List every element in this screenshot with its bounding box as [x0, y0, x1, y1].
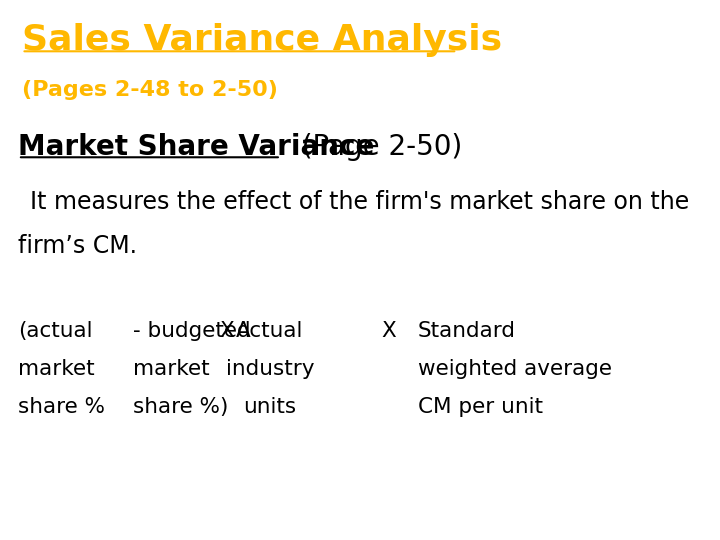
Text: X: X	[220, 321, 234, 341]
Text: Actual: Actual	[236, 321, 304, 341]
Text: CM per unit: CM per unit	[418, 397, 543, 417]
Text: It measures the effect of the firm's market share on the: It measures the effect of the firm's mar…	[30, 190, 690, 214]
Text: Sales Variance Analysis: Sales Variance Analysis	[22, 23, 502, 57]
Text: (actual: (actual	[18, 321, 92, 341]
Text: (Pages 2-48 to 2-50): (Pages 2-48 to 2-50)	[22, 80, 277, 100]
Text: X: X	[382, 321, 396, 341]
Text: market: market	[18, 359, 94, 380]
Text: industry: industry	[226, 359, 314, 380]
Text: - budgeted: - budgeted	[133, 321, 251, 341]
Text: Standard: Standard	[418, 321, 516, 341]
Text: (Page 2-50): (Page 2-50)	[284, 133, 463, 161]
Text: share %: share %	[18, 397, 105, 417]
Text: firm’s CM.: firm’s CM.	[18, 234, 137, 258]
Text: share %): share %)	[133, 397, 228, 417]
Text: Market Share Variance: Market Share Variance	[18, 133, 374, 161]
Text: weighted average: weighted average	[418, 359, 611, 380]
Text: units: units	[243, 397, 297, 417]
Text: market: market	[133, 359, 210, 380]
